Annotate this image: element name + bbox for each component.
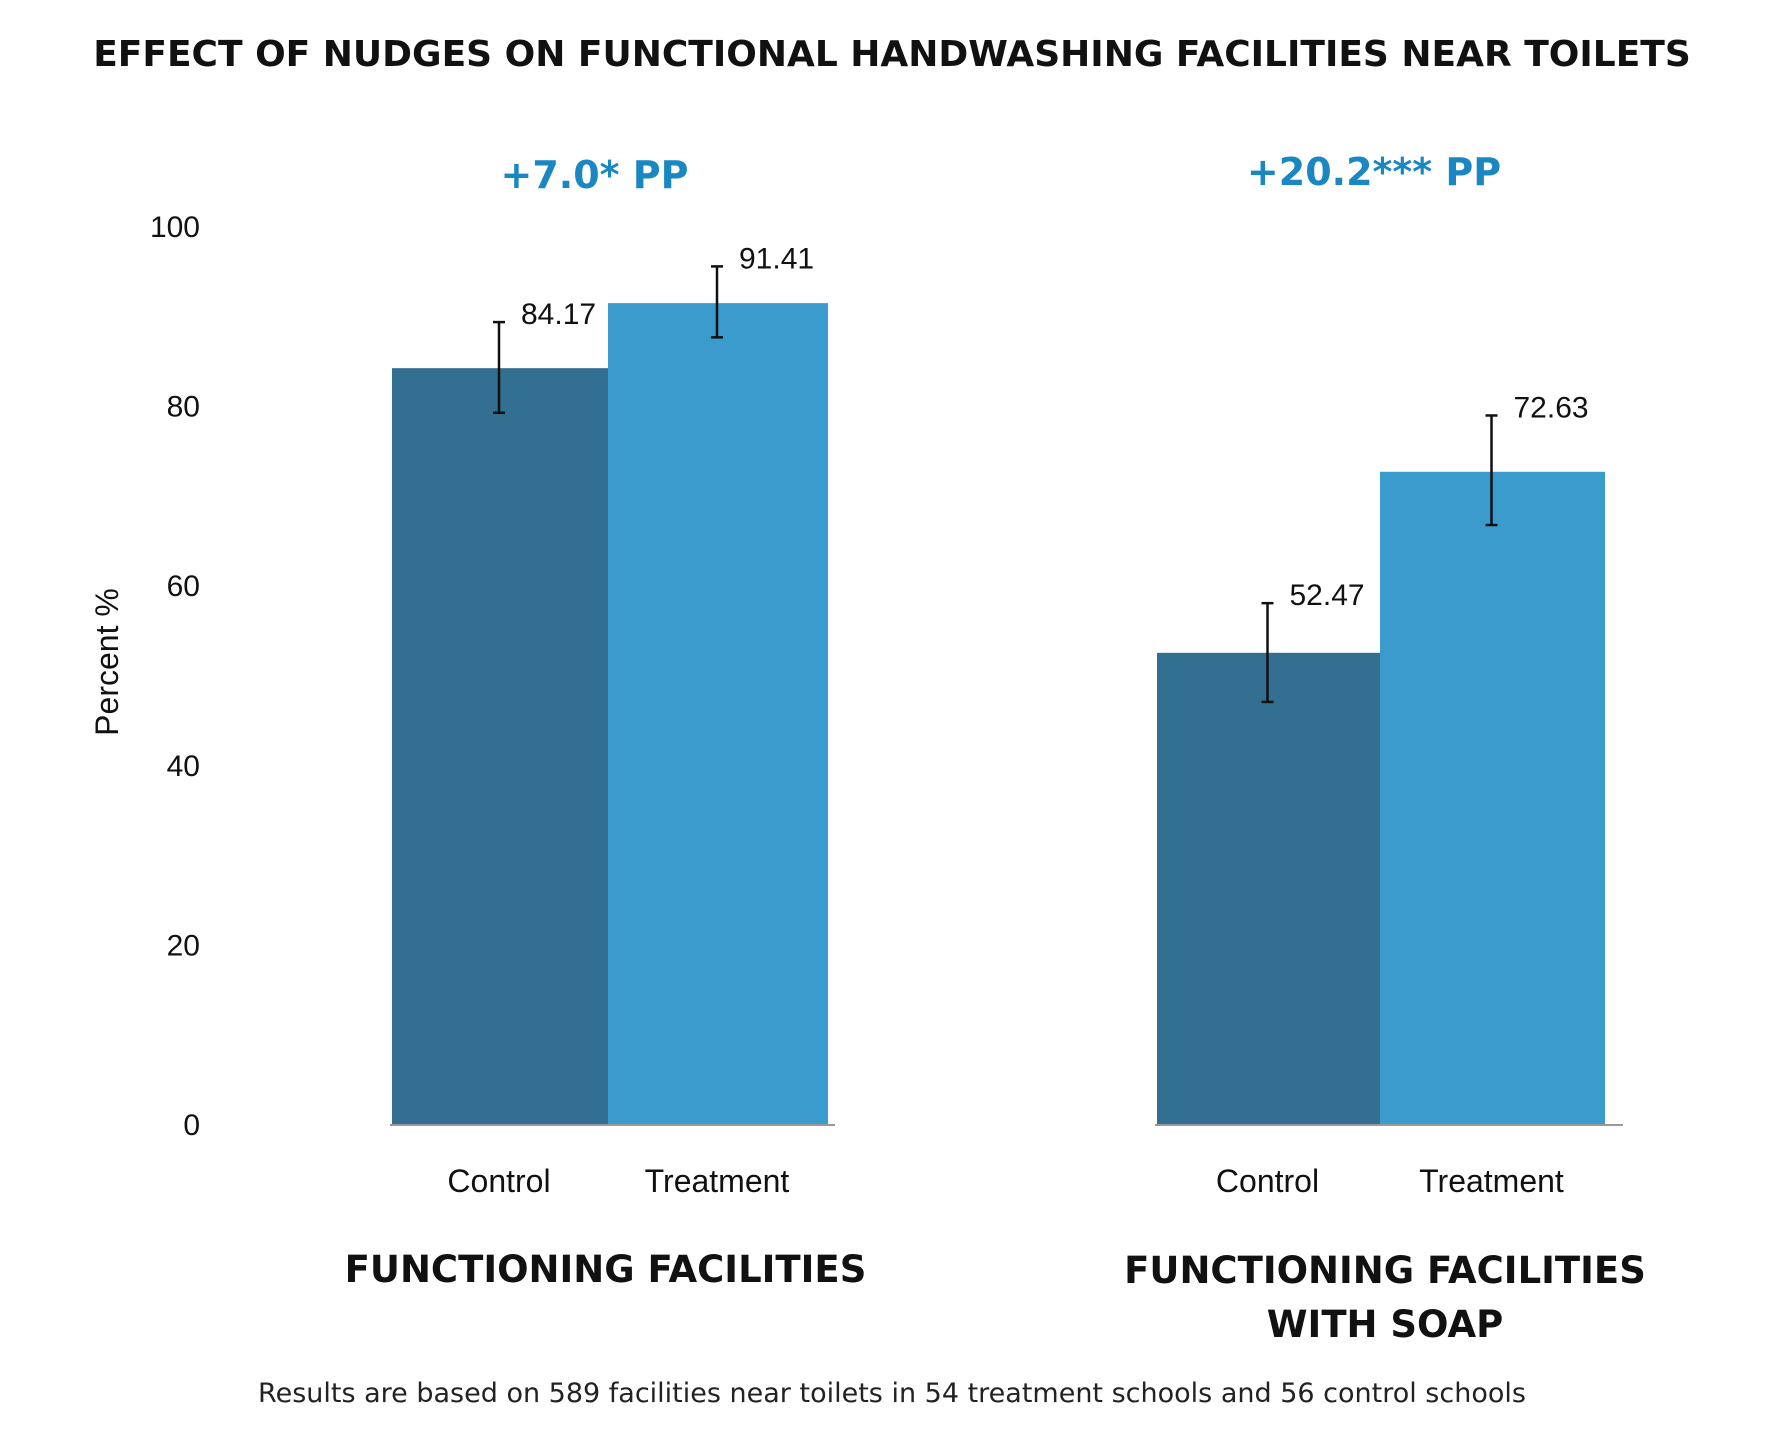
data-label: 84.17 (521, 298, 596, 331)
group-label: FUNCTIONING FACILITIES (345, 1248, 867, 1291)
bar-treatment (608, 303, 828, 1125)
labels: 84.17 Control 91.41 Treatment +7.0* PP FUNCTI… (345, 150, 1646, 1346)
y-tick-label: 60 (167, 570, 200, 603)
data-label: 91.41 (739, 242, 814, 275)
effect-label: +20.2*** PP (1247, 150, 1501, 194)
group-label: WITH SOAP (1267, 1303, 1504, 1346)
bars (390, 265, 1623, 1126)
y-tick-label: 100 (150, 211, 200, 244)
effect-label: +7.0* PP (501, 153, 689, 197)
y-tick-label: 40 (167, 750, 200, 783)
x-tick-label: Treatment (645, 1163, 790, 1199)
footnote: Results are based on 589 facilities near… (258, 1378, 1526, 1409)
x-tick-label: Treatment (1419, 1163, 1564, 1199)
x-tick-label: Control (1216, 1163, 1319, 1199)
y-tick-label: 0 (183, 1109, 200, 1142)
data-label: 72.63 (1514, 391, 1589, 424)
group-label: FUNCTIONING FACILITIES (1124, 1249, 1646, 1292)
bar-control (1157, 652, 1380, 1124)
y-tick-label: 20 (167, 929, 200, 962)
bar-treatment (1380, 471, 1605, 1124)
y-tick-label: 80 (167, 391, 200, 424)
y-axis: 0 20 40 60 80 100 Percent % (89, 211, 200, 1142)
chart-title: EFFECT OF NUDGES ON FUNCTIONAL HANDWASHI… (93, 34, 1691, 75)
y-axis-title: Percent % (89, 588, 125, 736)
x-tick-label: Control (447, 1163, 550, 1199)
bar-control (392, 368, 608, 1124)
data-label: 52.47 (1290, 579, 1365, 612)
